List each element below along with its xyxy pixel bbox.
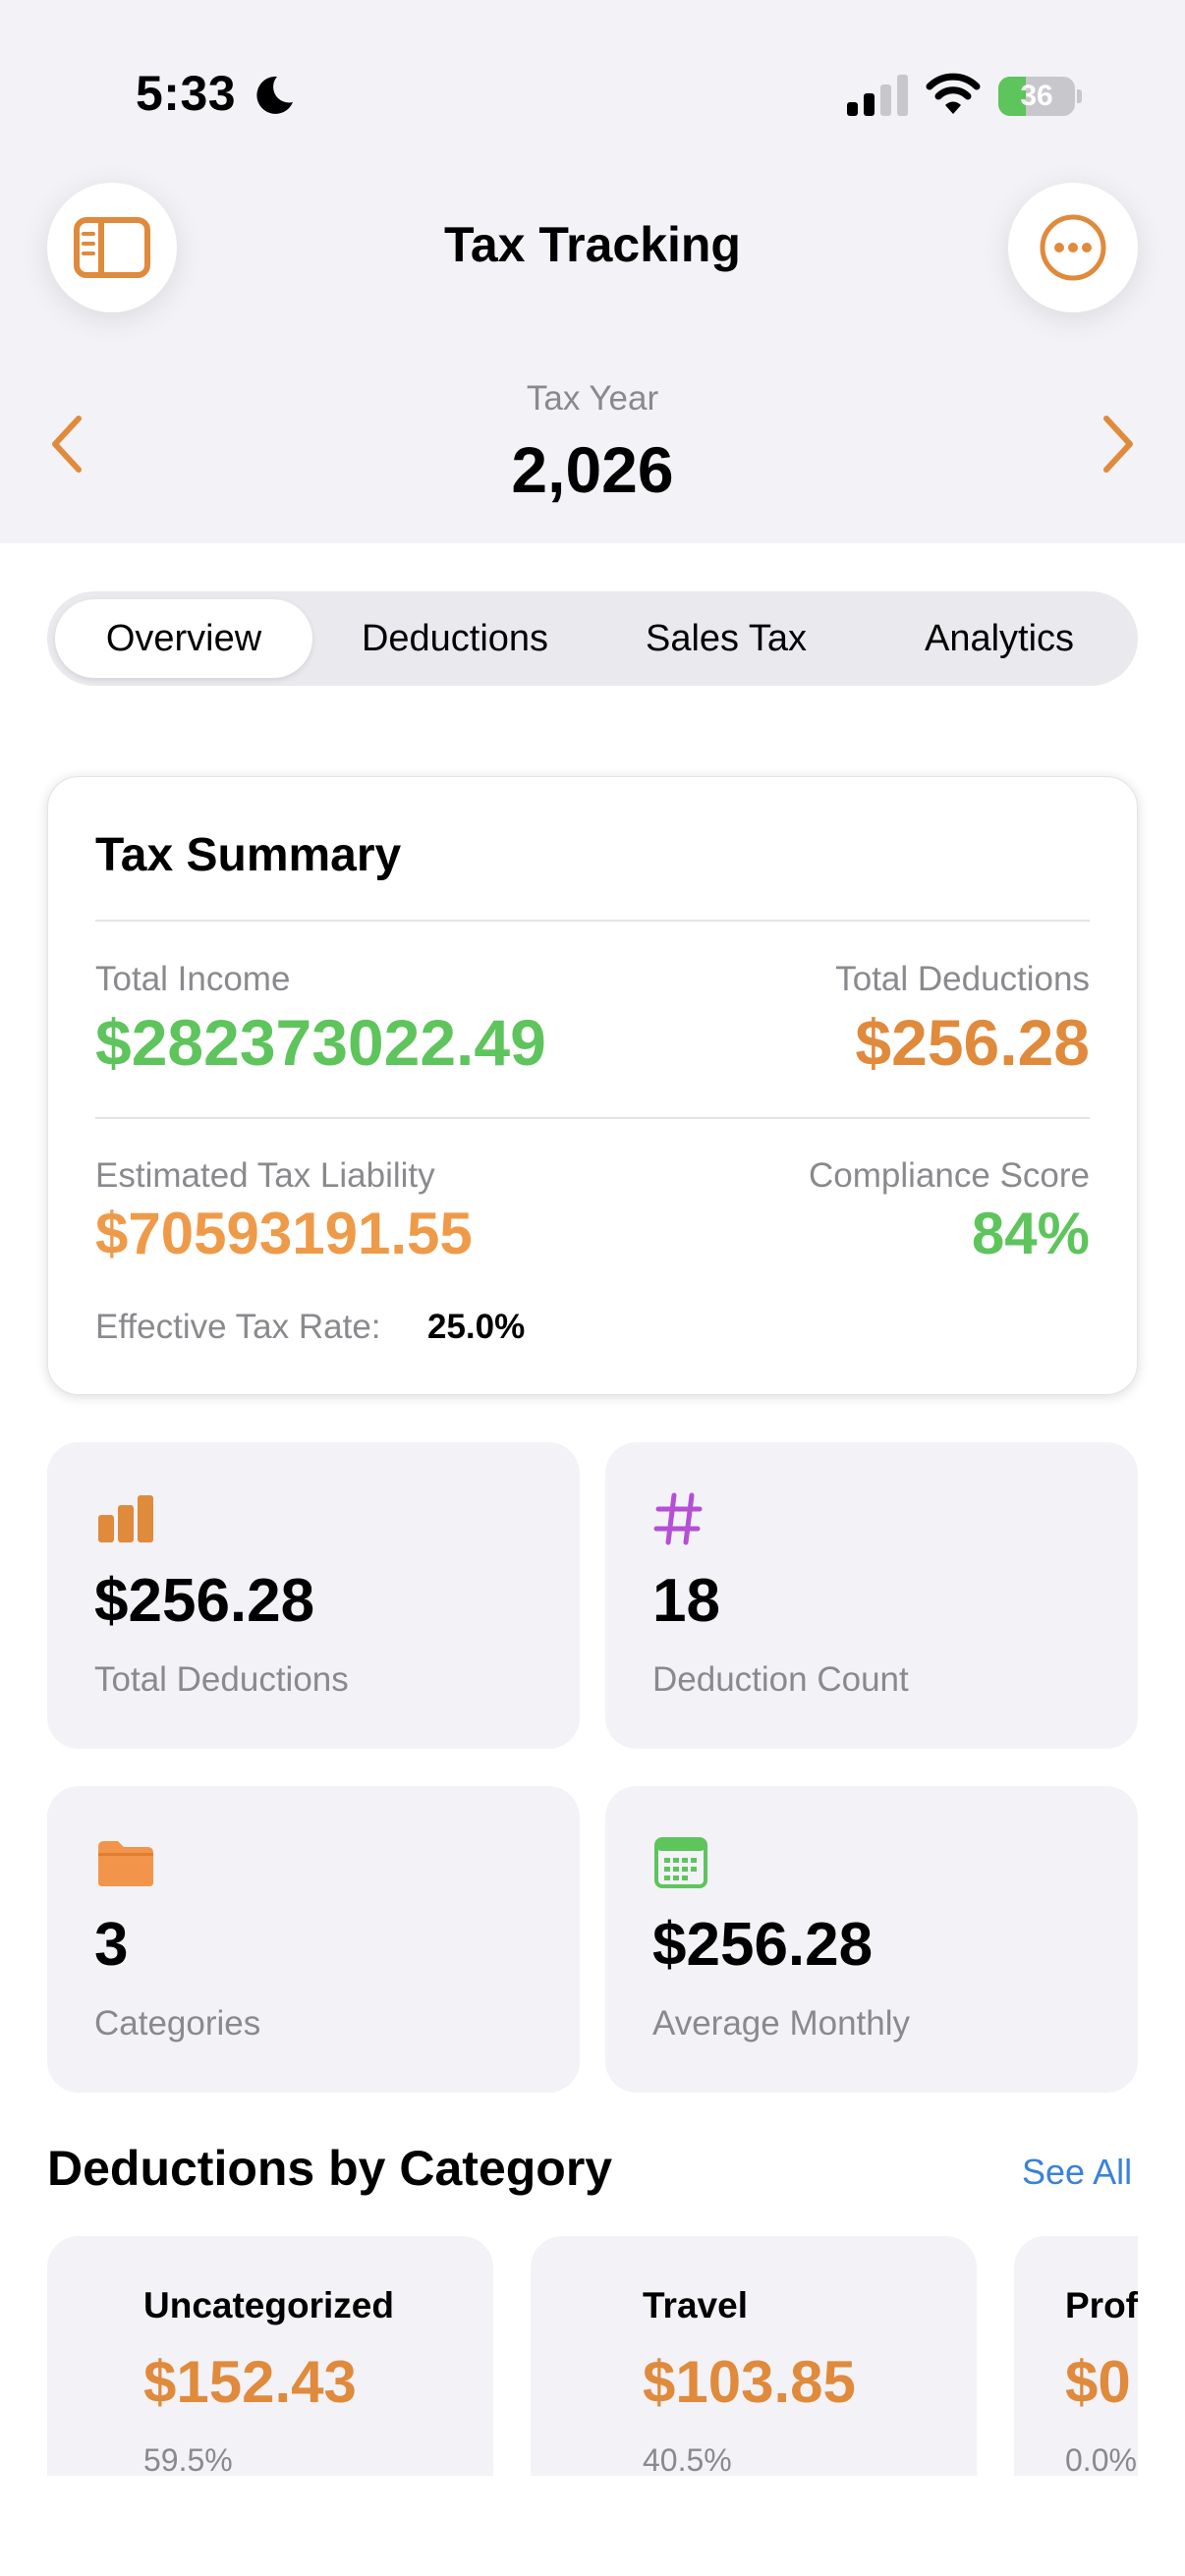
total-income-label: Total Income [95, 960, 291, 998]
category-amount: $0 [1065, 2349, 1131, 2415]
battery-cap [1077, 89, 1082, 103]
divider [95, 920, 1090, 922]
category-carousel[interactable]: Uncategorized $152.43 59.5% Travel $103.… [47, 2236, 1138, 2476]
stat-card-average-monthly[interactable]: $256.28 Average Monthly [605, 1786, 1138, 2093]
effective-tax-rate-label: Effective Tax Rate: [95, 1308, 381, 1346]
number-sign-icon [653, 1492, 703, 1545]
stat-label: Categories [94, 2004, 261, 2043]
tab-analytics[interactable]: Analytics [924, 618, 1075, 659]
tax-year-value: 2,026 [511, 433, 674, 506]
stat-label: Total Deductions [94, 1660, 349, 1699]
wifi-icon [926, 73, 981, 114]
stat-card-categories[interactable]: 3 Categories [47, 1786, 580, 2093]
stat-card-deduction-count[interactable]: 18 Deduction Count [605, 1442, 1138, 1749]
header-area [0, 0, 1185, 543]
category-card-travel[interactable]: Travel $103.85 40.5% [531, 2236, 977, 2476]
compliance-score-label: Compliance Score [809, 1156, 1090, 1195]
stat-value: $256.28 [94, 1567, 315, 1635]
estimated-tax-liability-value: $70593191.55 [95, 1201, 473, 1266]
battery-fill [998, 77, 1027, 116]
total-deductions-value: $256.28 [855, 1006, 1090, 1079]
category-name: Travel [643, 2285, 748, 2325]
category-amount: $103.85 [643, 2349, 856, 2415]
tax-summary-card: Tax Summary Total Income $282373022.49 T… [47, 776, 1138, 1395]
stat-label: Deduction Count [652, 1660, 909, 1699]
selected-tab-indicator [55, 599, 312, 678]
section-tabs: Overview Deductions Sales Tax Analytics [47, 591, 1138, 686]
page-title: Tax Tracking [444, 217, 741, 272]
battery-body: 36 [998, 77, 1075, 116]
folder-icon [98, 1841, 153, 1886]
previous-year-chevron-icon[interactable] [47, 413, 86, 476]
divider [95, 1117, 1090, 1119]
tab-deductions[interactable]: Deductions [361, 618, 549, 659]
stat-value: 3 [94, 1911, 129, 1979]
tax-year-label: Tax Year [526, 379, 659, 418]
category-percent: 59.5% [143, 2442, 233, 2476]
status-time: 5:33 [136, 66, 237, 121]
category-percent: 0.0% [1065, 2442, 1137, 2476]
section-title: Deductions by Category [47, 2141, 613, 2196]
sidebar-toggle-button[interactable] [47, 183, 177, 312]
moon-icon [256, 76, 293, 114]
category-name: Uncategorized [143, 2285, 394, 2325]
category-percent: 40.5% [643, 2442, 732, 2476]
category-card-professional[interactable]: Prof $0 0.0% [1014, 2236, 1138, 2476]
effective-tax-rate-value: 25.0% [427, 1308, 526, 1346]
bar-chart-icon [98, 1495, 153, 1542]
sidebar-icon [74, 217, 150, 278]
stat-value: 18 [652, 1567, 720, 1635]
total-deductions-label: Total Deductions [835, 960, 1090, 998]
calendar-icon [654, 1837, 707, 1888]
cellular-signal-icon [847, 75, 908, 116]
stat-value: $256.28 [652, 1911, 874, 1979]
tab-sales-tax[interactable]: Sales Tax [645, 618, 808, 659]
estimated-tax-liability-label: Estimated Tax Liability [95, 1156, 435, 1195]
see-all-link[interactable]: See All [1022, 2152, 1133, 2192]
compliance-score-value: 84% [971, 1201, 1090, 1266]
more-icon [1040, 214, 1106, 281]
tab-overview[interactable]: Overview [105, 618, 262, 659]
stat-label: Average Monthly [652, 2004, 911, 2043]
category-card-uncategorized[interactable]: Uncategorized $152.43 59.5% [47, 2236, 493, 2476]
tax-summary-title: Tax Summary [95, 829, 402, 881]
battery-indicator: 36 [998, 77, 1083, 116]
category-amount: $152.43 [143, 2349, 357, 2415]
total-income-value: $282373022.49 [95, 1006, 546, 1079]
stat-card-total-deductions[interactable]: $256.28 Total Deductions [47, 1442, 580, 1749]
category-name: Prof [1065, 2285, 1138, 2325]
next-year-chevron-icon[interactable] [1099, 413, 1138, 476]
more-options-button[interactable] [1008, 183, 1138, 312]
battery-percentage: 36 [1020, 80, 1053, 112]
